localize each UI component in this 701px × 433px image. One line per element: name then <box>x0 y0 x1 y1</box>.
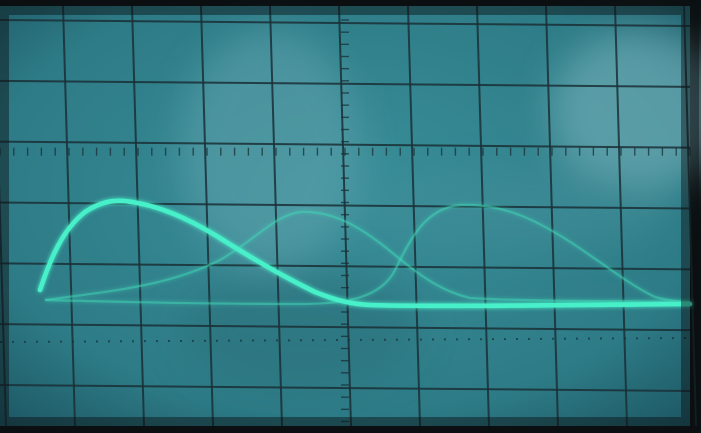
graticule-vline <box>62 5 76 427</box>
graticule-vline <box>683 5 697 427</box>
graticule-vline <box>338 5 352 427</box>
graticule-vline <box>407 5 421 427</box>
graticule-vline <box>0 180 7 427</box>
graticule-hline <box>0 384 691 392</box>
graticule-hline <box>0 79 691 88</box>
graticule-vline <box>200 5 214 427</box>
graticule-vline <box>614 5 628 427</box>
graticule-vline <box>269 5 283 427</box>
graticule-hline <box>0 262 691 271</box>
trace-faint-2 <box>44 203 691 306</box>
graticule <box>0 5 697 427</box>
reflections <box>180 30 701 390</box>
graticule-hline <box>0 323 691 332</box>
trace-faint-1 <box>44 210 691 304</box>
trace-bright <box>37 198 693 309</box>
graticule-hline <box>0 140 691 149</box>
graticule-vline <box>476 5 490 427</box>
graticule-vline <box>131 5 145 427</box>
graticule-hline <box>0 201 691 210</box>
traces <box>37 198 693 309</box>
graticule-hline <box>0 19 691 27</box>
graticule-vline <box>545 5 559 427</box>
